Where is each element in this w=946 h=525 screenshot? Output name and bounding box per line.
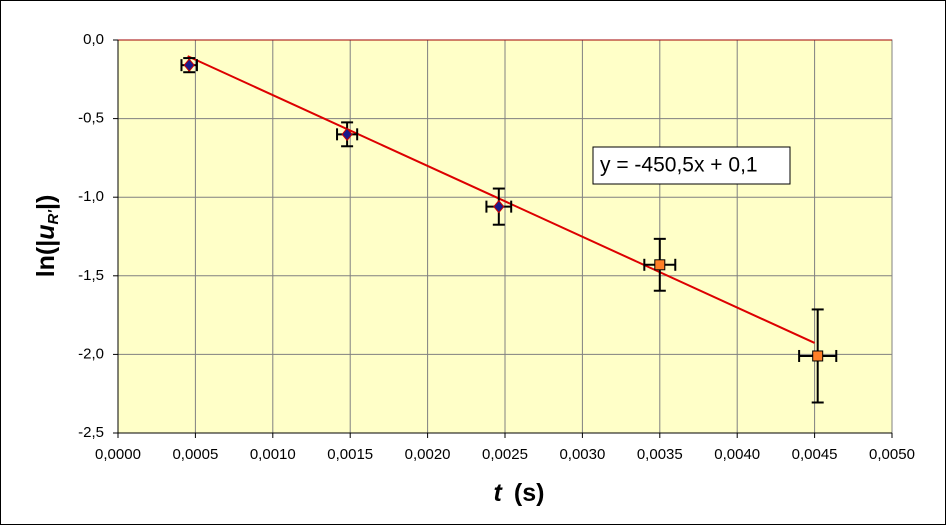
x-tick-label: 0,0015 [327,446,373,463]
y-label-a: ln(| [32,240,60,278]
y-axis-label: ln(|uR'|) [32,195,62,278]
equation-frame [592,146,791,185]
y-tick-label: 0,0 [83,31,104,48]
x-tick-label: 0,0050 [869,446,915,463]
y-label-b: |) [32,195,60,210]
x-tick-label: 0,0020 [405,446,451,463]
x-label-var: t [494,479,504,507]
trendline [187,55,816,344]
x-tick-label: 0,0000 [95,446,141,463]
y-tick-label: -1,5 [78,267,104,284]
point [654,259,666,271]
x-tick-label: 0,0040 [714,446,760,463]
equation: y = -450,5x + 0,1 [600,154,758,177]
y-label-sub: R' [45,210,62,225]
y-tick-label: -2,5 [78,424,104,441]
x-axis-label: t (s) [494,479,545,507]
x-tick-label: 0,0035 [637,446,683,463]
equation-box: y = -450,5x + 0,1 [592,146,791,185]
point [812,350,824,362]
point [183,58,195,72]
x-tick-label: 0,0005 [172,446,218,463]
y-tick-label: -0,5 [78,110,104,127]
x-tick-label: 0,0010 [250,446,296,463]
y-label-u: u [32,224,60,239]
y-tick-label: -1,0 [78,188,104,205]
x-tick-label: 0,0030 [559,446,605,463]
x-label-unit: (s) [514,479,545,507]
point [341,127,353,142]
x-tick-label: 0,0045 [792,446,838,463]
y-tick-label: -2,0 [78,345,104,362]
point [493,199,505,214]
x-tick-label: 0,0025 [482,446,528,463]
